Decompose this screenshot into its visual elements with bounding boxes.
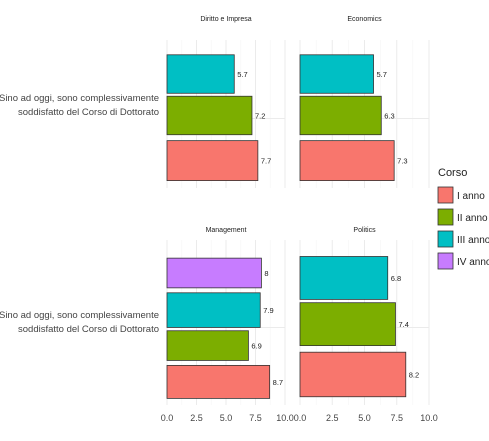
x-tick-label: 2.5 (190, 413, 203, 423)
bar-iii-anno (299, 54, 374, 94)
x-tick-label: 10.0 (276, 413, 294, 423)
panel-0: Diritto e Impresa 5.7 7.2 7.7 (166, 16, 286, 188)
x-tick-label: 7.5 (249, 413, 262, 423)
bar-value-label: 7.2 (255, 111, 265, 120)
bar-ii-anno (299, 302, 396, 347)
panel-1: Economics 5.7 6.3 7.3 (299, 16, 430, 188)
bar-value-label: 8.7 (273, 378, 283, 387)
bar-value-label: 7.3 (397, 157, 407, 166)
bar-ii-anno (166, 330, 249, 361)
bar-value-label: 5.7 (237, 70, 247, 79)
legend: Corso I anno II anno III anno IV anno (437, 167, 489, 270)
x-tick-label: 0.0 (161, 413, 174, 423)
bar-value-label: 7.4 (398, 320, 408, 329)
y-category-label-row1: soddisfatto del Corso di Dottorato (18, 324, 159, 335)
x-tick-label: 5.0 (358, 413, 371, 423)
bar-value-label: 7.9 (263, 306, 273, 315)
bar-iii-anno (166, 54, 235, 94)
legend-title: Corso (438, 167, 467, 179)
y-category-label-row0: Sino ad oggi, sono complessivamente (0, 93, 159, 104)
bar-value-label: 8.2 (409, 370, 419, 379)
legend-swatch (437, 208, 454, 226)
bar-value-label: 8 (264, 269, 268, 278)
y-category-label-row0: soddisfatto del Corso di Dottorato (18, 107, 159, 118)
panel-title: Diritto e Impresa (200, 16, 251, 23)
x-tick-label: 2.5 (326, 413, 339, 423)
bar-iii-anno (299, 256, 389, 300)
legend-swatch (437, 252, 454, 270)
bar-i-anno (299, 351, 407, 398)
bar-iii-anno (166, 292, 261, 328)
bar-value-label: 6.3 (384, 111, 394, 120)
x-tick-label: 0.0 (294, 413, 307, 423)
panel-3: Politics 6.8 7.4 8.2 (299, 227, 430, 405)
bar-ii-anno (299, 95, 382, 136)
legend-swatch (437, 230, 454, 248)
panel-title: Management (206, 227, 247, 234)
legend-swatch (437, 186, 454, 204)
x-tick-label: 5.0 (220, 413, 233, 423)
bar-i-anno (166, 140, 259, 181)
bar-i-anno (299, 140, 395, 181)
panel-title: Politics (353, 227, 376, 234)
x-tick-label: 10.0 (420, 413, 438, 423)
bar-ii-anno (166, 95, 253, 136)
x-tick-label: 7.5 (390, 413, 403, 423)
y-category-label-row1: Sino ad oggi, sono complessivamente (0, 310, 159, 321)
bar-value-label: 5.7 (377, 70, 387, 79)
legend-label: II anno (457, 213, 488, 224)
legend-label: IV anno (457, 257, 489, 268)
legend-label: I anno (457, 191, 485, 202)
panel-2: Management 8 7.9 6.9 8.7 (166, 227, 286, 405)
panel-title: Economics (347, 16, 382, 23)
bar-value-label: 6.8 (391, 274, 401, 283)
bar-value-label: 7.7 (261, 157, 271, 166)
bar-iv-anno (166, 257, 262, 289)
bar-i-anno (166, 364, 271, 399)
bar-value-label: 6.9 (251, 342, 261, 351)
legend-label: III anno (457, 235, 489, 246)
